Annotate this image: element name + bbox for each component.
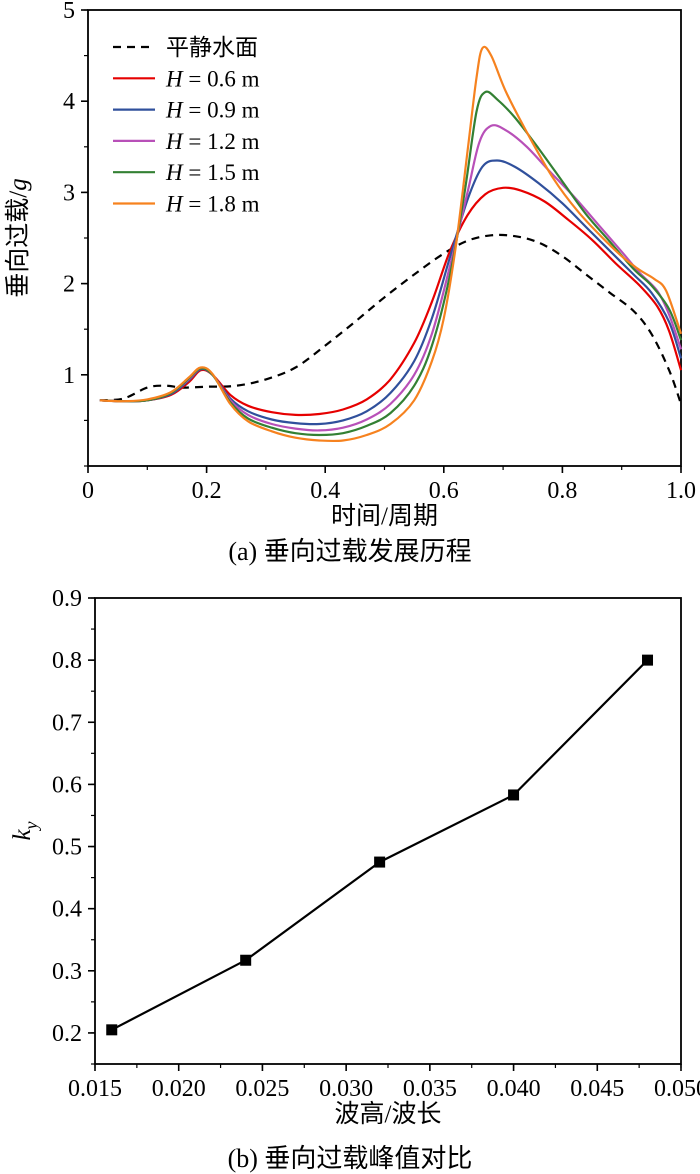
svg-text:0.8: 0.8 [547,478,577,504]
svg-text:3: 3 [63,180,75,206]
svg-text:0.020: 0.020 [152,1076,206,1102]
svg-text:0.025: 0.025 [235,1076,289,1102]
svg-text:0.5: 0.5 [52,835,82,861]
svg-text:0.9: 0.9 [52,586,82,612]
svg-text:0.3: 0.3 [52,959,82,985]
svg-text:时间/周期: 时间/周期 [331,502,438,530]
svg-text:H = 1.8 m: H = 1.8 m [165,192,260,217]
svg-text:0.015: 0.015 [68,1076,122,1102]
svg-text:1.0: 1.0 [666,478,696,504]
svg-text:H = 1.2 m: H = 1.2 m [165,129,260,154]
chart-b-plot: 0.015 0.020 0.025 0.030 0.035 0.040 0.045 0.05 0… [9,586,700,1128]
svg-text:0.2: 0.2 [192,478,222,504]
svg-text:H = 1.5 m: H = 1.5 m [165,160,260,185]
svg-text:0.8: 0.8 [52,648,82,674]
chart-a-plot: 0 0.2 0.4 0.6 0.8 1.0 1 2 3 4 5 时间/周期 垂向过载/g 平静水面 H = … [4,0,696,530]
svg-text:0.6: 0.6 [429,478,459,504]
svg-text:H = 0.6 m: H = 0.6 m [165,66,260,91]
chart-a-caption: (a) 垂向过载发展历程 [228,537,472,566]
svg-text:0.7: 0.7 [52,710,82,736]
svg-text:0.045: 0.045 [570,1076,624,1102]
svg-text:0.035: 0.035 [403,1076,457,1102]
svg-text:平静水面: 平静水面 [166,35,258,60]
svg-text:0.6: 0.6 [52,772,82,798]
svg-text:5: 5 [63,0,75,24]
svg-text:0.030: 0.030 [319,1076,373,1102]
svg-text:波高/波长: 波高/波长 [335,1100,442,1128]
svg-text:0.050: 0.050 [654,1076,700,1102]
svg-text:0.4: 0.4 [52,897,82,923]
svg-text:0.2: 0.2 [52,1021,82,1047]
svg-text:4: 4 [63,89,75,115]
svg-text:1: 1 [63,363,75,389]
svg-text:H = 0.9 m: H = 0.9 m [165,98,260,123]
svg-text:0.040: 0.040 [487,1076,541,1102]
svg-text:垂向过载/g: 垂向过载/g [4,178,32,297]
chart-b-caption: (b) 垂向过载峰值对比 [227,1144,473,1173]
svg-text:0: 0 [82,478,94,504]
svg-text:2: 2 [63,272,75,298]
svg-text:0.4: 0.4 [310,478,340,504]
svg-text:ky: ky [9,821,41,840]
